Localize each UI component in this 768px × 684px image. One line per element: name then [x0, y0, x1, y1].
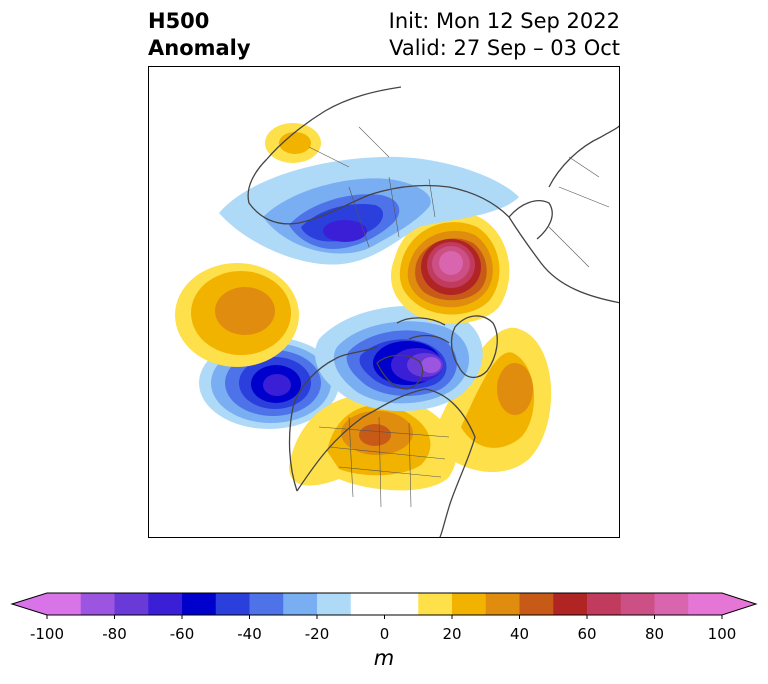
init-time-label: Init: Mon 12 Sep 2022 — [388, 9, 620, 33]
north-america-coast — [296, 388, 476, 537]
colorbar-tick-label: -40 — [237, 625, 262, 643]
coastlines — [247, 86, 619, 537]
colorbar-tick-label: -60 — [169, 625, 195, 643]
anomaly-central-atlantic — [431, 327, 552, 473]
colorbar-tick-label: 60 — [577, 625, 597, 643]
colorbar-swatch — [620, 593, 655, 615]
colorbar-unit-label: m — [373, 646, 395, 670]
colorbar-swatch — [350, 593, 385, 615]
colorbar-extend-max — [722, 593, 756, 615]
colorbar-swatch — [80, 593, 115, 615]
colorbar-swatch — [148, 593, 183, 615]
colorbar-tick-label: -20 — [304, 625, 330, 643]
colorbar-swatch — [47, 593, 82, 615]
colorbar-swatch — [114, 593, 149, 615]
colorbar-tick-label: 20 — [442, 625, 462, 643]
title-line-1: H500 — [148, 9, 210, 33]
colorbar-tick-label: 0 — [379, 625, 390, 643]
colorbar-swatch — [283, 593, 318, 615]
colorbar-swatch — [485, 593, 520, 615]
anomaly-small-positive — [265, 123, 321, 163]
colorbar-swatch — [553, 593, 588, 615]
run-info: Init: Mon 12 Sep 2022 Valid: 27 Sep – 03… — [389, 8, 620, 62]
anomaly-northern-europe — [391, 212, 510, 324]
europe-coast — [548, 125, 619, 188]
colorbar-tick-label: 100 — [707, 625, 737, 643]
arctic-islands-1 — [396, 317, 446, 326]
colorbar-tick-label: -100 — [29, 625, 65, 643]
colorbar-swatch — [452, 593, 487, 615]
map-title: H500 Anomaly — [148, 8, 251, 62]
colorbar-tick-label: -80 — [102, 625, 127, 643]
arctic-islands-2 — [408, 334, 450, 344]
anomaly-hudson-greenland — [315, 306, 483, 412]
anomaly-map — [148, 66, 620, 538]
eurasia-coast — [247, 158, 619, 304]
anomaly-central-us — [289, 393, 457, 491]
colorbar-swatch — [215, 593, 250, 615]
anomaly-north-pacific-positive — [175, 263, 299, 367]
map-canvas — [175, 86, 619, 537]
colorbar-tick-label: 40 — [509, 625, 530, 643]
colorbar-swatch — [519, 593, 554, 615]
anomaly-north-siberia — [219, 156, 519, 265]
colorbar-swatch — [587, 593, 622, 615]
east-asia-coast — [266, 86, 402, 160]
colorbar-extend-min — [12, 593, 47, 615]
colorbar-swatch — [384, 593, 419, 615]
colorbar-tick-label: 80 — [644, 625, 665, 643]
hudson-bay — [376, 354, 424, 390]
alaska-coast — [288, 346, 378, 492]
colorbar-swatch — [654, 593, 689, 615]
borders — [308, 126, 610, 508]
title-line-2: Anomaly — [148, 36, 251, 60]
colorbar-swatch — [249, 593, 284, 615]
scandinavia-coast — [508, 200, 553, 240]
greenland — [450, 315, 498, 378]
colorbar-swatch — [317, 593, 352, 615]
colorbar-swatch — [182, 593, 217, 615]
colorbar-swatch — [418, 593, 453, 615]
valid-period-label: Valid: 27 Sep – 03 Oct — [389, 36, 620, 60]
colorbar-swatch — [688, 593, 723, 615]
colorbar — [10, 592, 758, 619]
